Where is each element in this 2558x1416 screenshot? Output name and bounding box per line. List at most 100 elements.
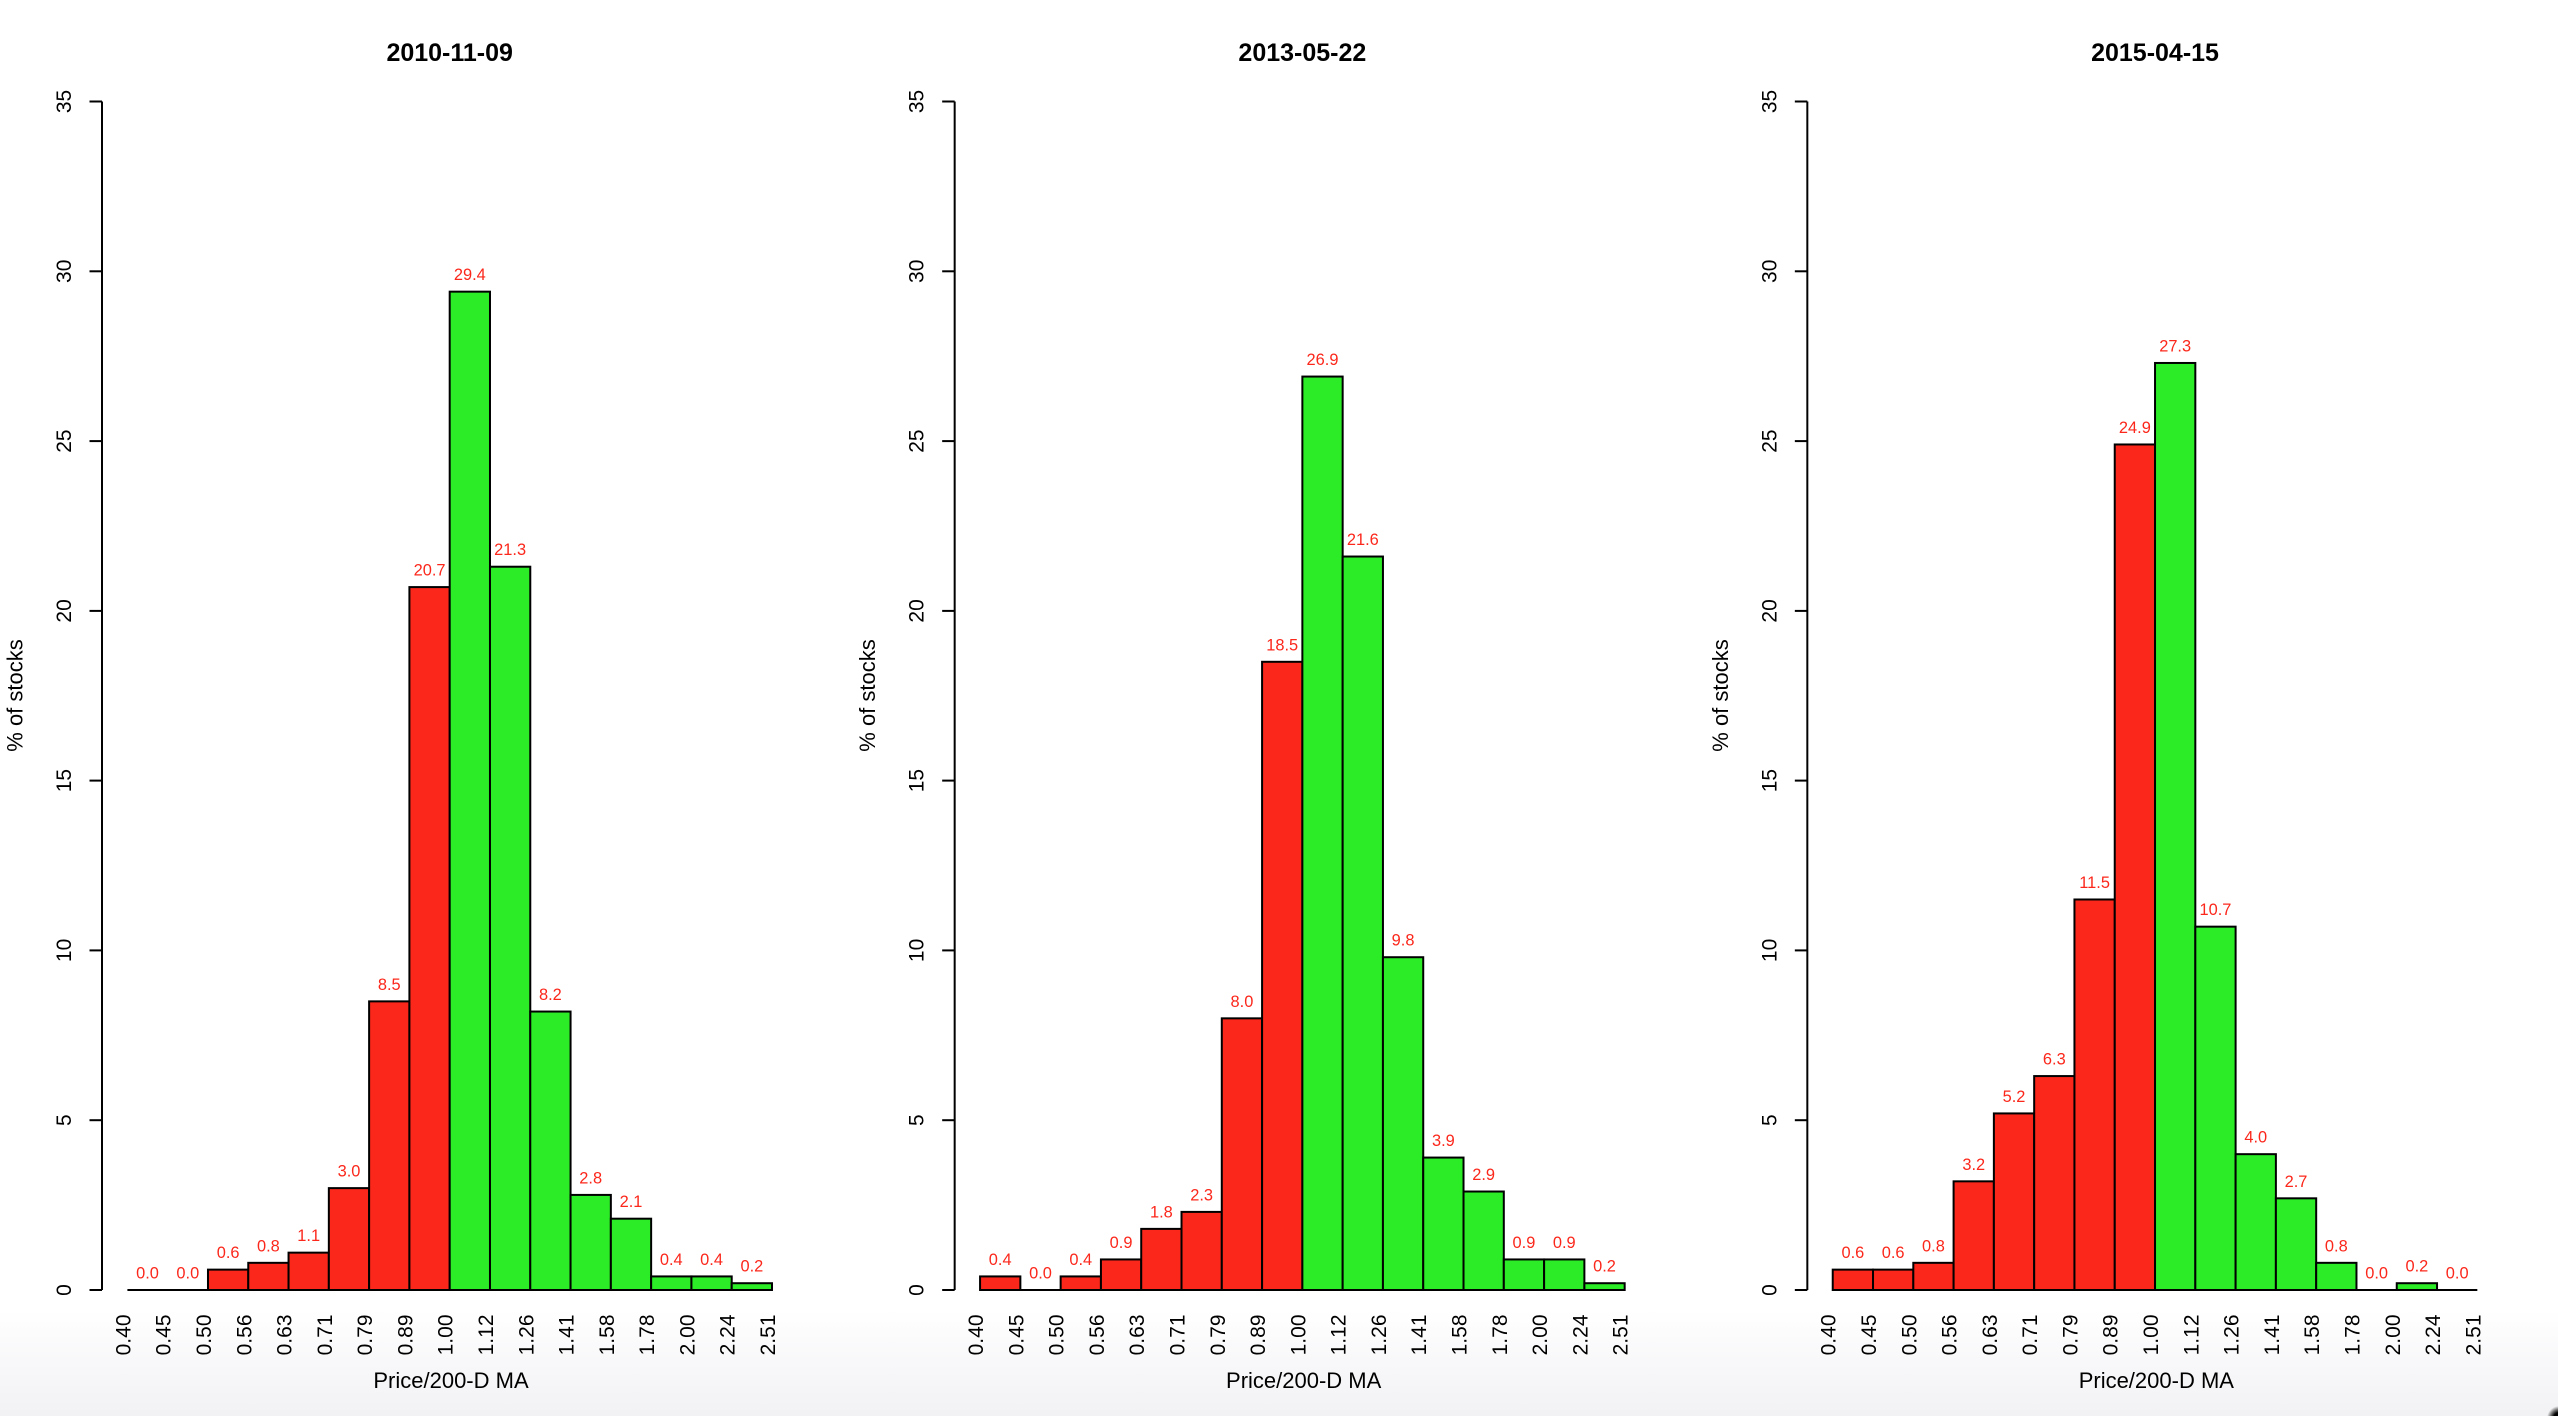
svg-text:0.9: 0.9	[1513, 1234, 1536, 1252]
svg-text:0.56: 0.56	[233, 1315, 256, 1356]
svg-text:25: 25	[53, 429, 76, 452]
svg-text:29.4: 29.4	[454, 266, 486, 284]
svg-text:2.9: 2.9	[1472, 1166, 1495, 1184]
svg-text:0.71: 0.71	[2019, 1315, 2042, 1356]
svg-text:2.00: 2.00	[2382, 1315, 2405, 1356]
svg-text:0.89: 0.89	[2100, 1315, 2123, 1356]
svg-text:1.00: 1.00	[1287, 1315, 1310, 1356]
svg-text:2.00: 2.00	[676, 1315, 699, 1356]
svg-text:1.41: 1.41	[1408, 1315, 1431, 1356]
svg-text:6.3: 6.3	[2043, 1051, 2066, 1069]
svg-text:2.24: 2.24	[1569, 1314, 1592, 1355]
svg-text:5.2: 5.2	[2003, 1088, 2026, 1106]
svg-text:0.8: 0.8	[2325, 1237, 2348, 1255]
svg-text:4.0: 4.0	[2244, 1129, 2267, 1147]
svg-text:0.0: 0.0	[136, 1265, 159, 1283]
svg-text:1.41: 1.41	[556, 1315, 579, 1356]
svg-text:0.63: 0.63	[274, 1315, 297, 1356]
svg-text:0.56: 0.56	[1086, 1315, 1109, 1356]
svg-text:1.12: 1.12	[1328, 1315, 1351, 1356]
svg-text:0.6: 0.6	[1841, 1244, 1864, 1262]
svg-text:2.51: 2.51	[757, 1315, 780, 1356]
svg-text:1.26: 1.26	[1368, 1315, 1391, 1356]
svg-text:2015-04-15: 2015-04-15	[2091, 39, 2219, 67]
svg-text:0.40: 0.40	[1818, 1315, 1841, 1356]
svg-text:1.26: 1.26	[2221, 1315, 2244, 1356]
svg-text:0: 0	[1758, 1284, 1781, 1296]
svg-text:1.12: 1.12	[475, 1315, 498, 1356]
svg-text:0: 0	[906, 1284, 929, 1296]
svg-text:0.6: 0.6	[1882, 1244, 1905, 1262]
svg-text:1.58: 1.58	[1449, 1315, 1472, 1356]
svg-text:0.50: 0.50	[1898, 1315, 1921, 1356]
svg-text:35: 35	[53, 90, 76, 113]
svg-text:1.41: 1.41	[2261, 1315, 2284, 1356]
svg-text:21.6: 21.6	[1347, 531, 1379, 549]
svg-text:% of stocks: % of stocks	[3, 639, 28, 751]
svg-text:0.4: 0.4	[989, 1251, 1012, 1269]
svg-text:1.26: 1.26	[515, 1315, 538, 1356]
svg-text:2.7: 2.7	[2285, 1173, 2308, 1191]
svg-text:Price/200-D MA: Price/200-D MA	[2079, 1368, 2235, 1393]
svg-text:8.2: 8.2	[539, 986, 562, 1004]
svg-text:0.63: 0.63	[1126, 1315, 1149, 1356]
svg-text:9.8: 9.8	[1392, 932, 1415, 950]
svg-text:2.3: 2.3	[1190, 1186, 1213, 1204]
svg-text:1.78: 1.78	[2341, 1315, 2364, 1356]
svg-text:30: 30	[906, 260, 929, 283]
svg-text:0.0: 0.0	[1029, 1265, 1052, 1283]
svg-text:0.40: 0.40	[965, 1315, 988, 1356]
svg-text:% of stocks: % of stocks	[855, 639, 880, 751]
svg-text:0.56: 0.56	[1939, 1315, 1962, 1356]
svg-text:0.40: 0.40	[112, 1315, 135, 1356]
svg-text:2.8: 2.8	[579, 1169, 602, 1187]
svg-text:0.4: 0.4	[1069, 1251, 1092, 1269]
svg-text:0.2: 0.2	[2406, 1258, 2429, 1276]
svg-text:2.51: 2.51	[1610, 1315, 1633, 1356]
svg-text:0.79: 0.79	[2059, 1315, 2082, 1356]
svg-text:0.2: 0.2	[740, 1258, 763, 1276]
svg-text:20: 20	[1758, 599, 1781, 622]
svg-text:2.24: 2.24	[2422, 1314, 2445, 1355]
svg-text:2.51: 2.51	[2462, 1315, 2485, 1356]
svg-text:0.79: 0.79	[354, 1315, 377, 1356]
svg-text:11.5: 11.5	[2079, 874, 2110, 892]
svg-text:0.0: 0.0	[2365, 1265, 2388, 1283]
svg-text:3.9: 3.9	[1432, 1132, 1455, 1150]
svg-text:24.9: 24.9	[2119, 419, 2151, 437]
svg-text:0.89: 0.89	[1247, 1315, 1270, 1356]
svg-text:27.3: 27.3	[2159, 338, 2191, 356]
svg-text:8.5: 8.5	[378, 976, 401, 994]
svg-text:8.0: 8.0	[1231, 993, 1254, 1011]
svg-text:0.89: 0.89	[394, 1315, 417, 1356]
svg-text:1.1: 1.1	[297, 1227, 320, 1245]
svg-text:0: 0	[53, 1284, 76, 1296]
svg-text:30: 30	[1758, 260, 1781, 283]
svg-text:1.78: 1.78	[1489, 1315, 1512, 1356]
svg-text:2.1: 2.1	[620, 1193, 643, 1211]
svg-text:15: 15	[1758, 769, 1781, 792]
svg-text:25: 25	[906, 429, 929, 452]
svg-text:3.2: 3.2	[1962, 1156, 1985, 1174]
svg-text:10: 10	[906, 939, 929, 962]
svg-text:1.78: 1.78	[636, 1315, 659, 1356]
svg-text:Price/200-D MA: Price/200-D MA	[1226, 1368, 1382, 1393]
svg-text:2.24: 2.24	[717, 1314, 740, 1355]
svg-text:0.9: 0.9	[1553, 1234, 1576, 1252]
svg-text:1.8: 1.8	[1150, 1203, 1173, 1221]
svg-text:10: 10	[53, 939, 76, 962]
svg-text:10: 10	[1758, 939, 1781, 962]
svg-text:21.3: 21.3	[494, 541, 526, 559]
svg-text:20: 20	[906, 599, 929, 622]
svg-text:1.00: 1.00	[435, 1315, 458, 1356]
svg-text:5: 5	[1758, 1114, 1781, 1126]
svg-text:5: 5	[53, 1114, 76, 1126]
svg-text:0.0: 0.0	[176, 1265, 199, 1283]
svg-text:0.71: 0.71	[314, 1315, 337, 1356]
svg-text:0.0: 0.0	[2446, 1265, 2469, 1283]
svg-text:35: 35	[1758, 90, 1781, 113]
svg-text:0.6: 0.6	[217, 1244, 240, 1262]
svg-text:0.4: 0.4	[700, 1251, 723, 1269]
svg-text:15: 15	[53, 769, 76, 792]
svg-text:15: 15	[906, 769, 929, 792]
